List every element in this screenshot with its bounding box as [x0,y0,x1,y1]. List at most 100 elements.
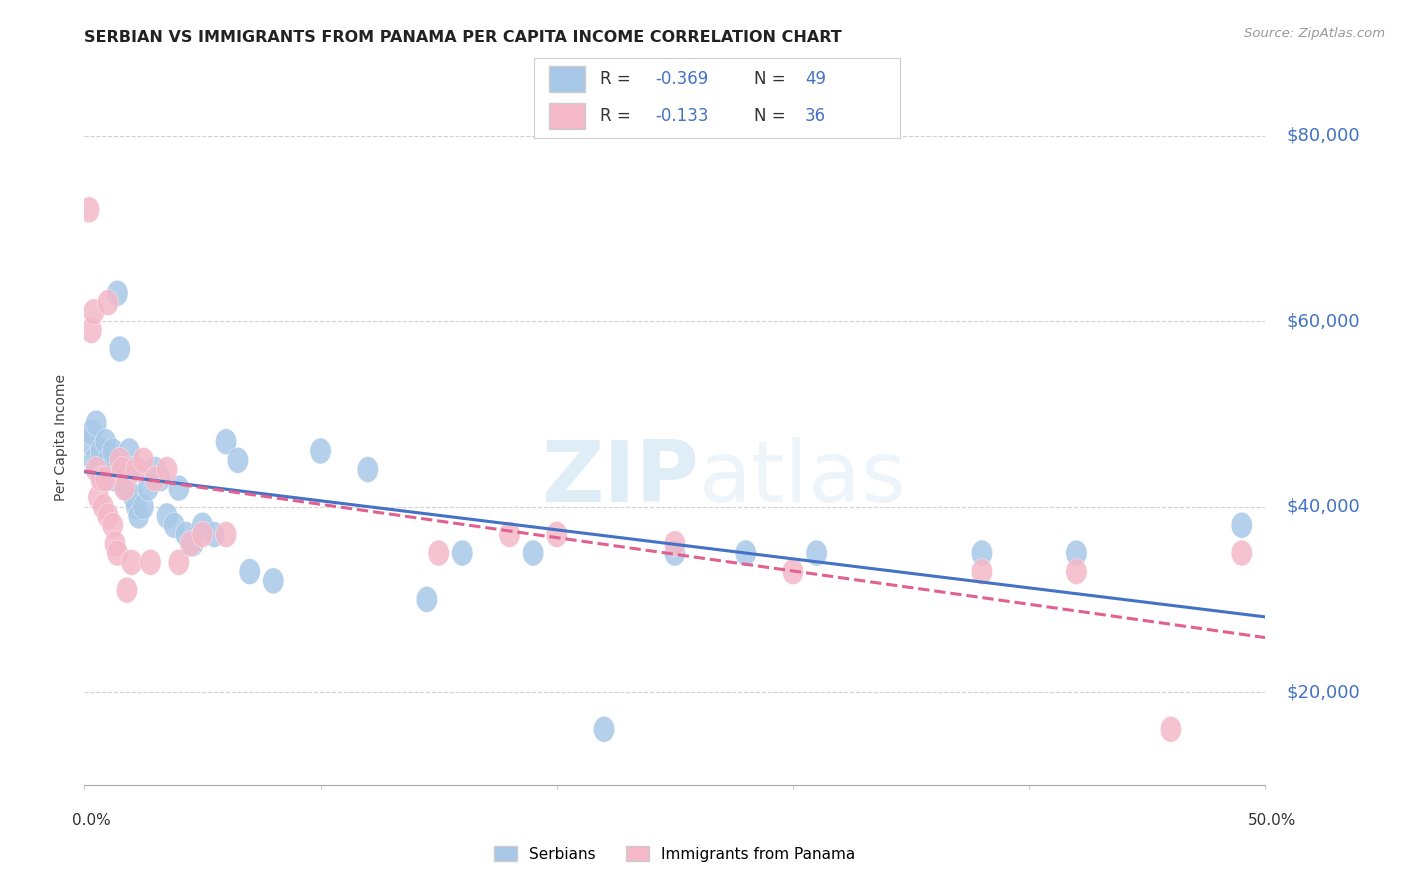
Ellipse shape [169,475,190,501]
Ellipse shape [83,299,104,325]
Ellipse shape [546,522,568,548]
Ellipse shape [183,531,204,557]
Ellipse shape [176,522,197,548]
Ellipse shape [499,522,520,548]
Ellipse shape [132,493,155,520]
Ellipse shape [90,466,111,491]
Ellipse shape [204,522,225,548]
Ellipse shape [86,457,107,483]
Ellipse shape [107,540,128,566]
Ellipse shape [103,512,124,538]
Ellipse shape [156,457,177,483]
Ellipse shape [125,493,148,520]
Ellipse shape [1066,540,1087,566]
Text: $40,000: $40,000 [1286,498,1360,516]
Ellipse shape [309,438,332,464]
Text: N =: N = [754,107,790,125]
Ellipse shape [228,447,249,474]
Text: atlas: atlas [699,437,907,520]
Ellipse shape [117,475,138,501]
Ellipse shape [93,493,114,520]
Ellipse shape [125,457,148,483]
Ellipse shape [83,447,104,474]
Text: $60,000: $60,000 [1286,312,1360,330]
Ellipse shape [806,540,827,566]
Ellipse shape [163,512,184,538]
Ellipse shape [149,466,170,491]
Ellipse shape [782,558,804,584]
Ellipse shape [451,540,472,566]
Ellipse shape [427,540,450,566]
Ellipse shape [416,586,437,613]
Ellipse shape [121,457,142,483]
Ellipse shape [156,503,177,529]
Ellipse shape [145,457,166,483]
Ellipse shape [107,280,128,306]
Ellipse shape [86,410,107,436]
FancyBboxPatch shape [548,66,585,92]
Ellipse shape [735,540,756,566]
Text: Source: ZipAtlas.com: Source: ZipAtlas.com [1244,27,1385,40]
Text: R =: R = [600,70,636,87]
Ellipse shape [111,457,132,483]
Ellipse shape [1232,540,1253,566]
Ellipse shape [114,466,135,491]
Ellipse shape [523,540,544,566]
FancyBboxPatch shape [548,103,585,128]
Ellipse shape [191,522,214,548]
Ellipse shape [89,457,110,483]
Ellipse shape [96,466,117,491]
Ellipse shape [664,531,686,557]
Ellipse shape [118,438,139,464]
Ellipse shape [111,457,132,483]
Ellipse shape [90,438,111,464]
Ellipse shape [593,716,614,742]
Ellipse shape [132,447,155,474]
Text: -0.133: -0.133 [655,107,709,125]
Ellipse shape [117,577,138,603]
Ellipse shape [239,558,260,584]
Ellipse shape [79,197,100,223]
Ellipse shape [191,512,214,538]
Ellipse shape [89,484,110,510]
Text: $80,000: $80,000 [1286,127,1360,145]
Text: 36: 36 [804,107,825,125]
Ellipse shape [145,466,166,491]
Text: 49: 49 [804,70,825,87]
Ellipse shape [114,475,135,501]
Ellipse shape [103,438,124,464]
Ellipse shape [1066,558,1087,584]
Ellipse shape [357,457,378,483]
Text: N =: N = [754,70,790,87]
Ellipse shape [79,429,100,455]
Ellipse shape [104,466,125,491]
Ellipse shape [97,503,118,529]
Ellipse shape [972,540,993,566]
Ellipse shape [80,419,103,445]
Ellipse shape [169,549,190,575]
Ellipse shape [215,522,236,548]
Ellipse shape [97,290,118,316]
Ellipse shape [104,531,125,557]
Ellipse shape [972,558,993,584]
Text: $20,000: $20,000 [1286,683,1360,701]
Legend: Serbians, Immigrants from Panama: Serbians, Immigrants from Panama [488,839,862,868]
Ellipse shape [97,447,118,474]
Text: 50.0%: 50.0% [1249,814,1296,828]
Ellipse shape [93,466,114,491]
Y-axis label: Per Capita Income: Per Capita Income [55,374,69,500]
Ellipse shape [215,429,236,455]
Ellipse shape [139,549,162,575]
Ellipse shape [1232,512,1253,538]
Text: ZIP: ZIP [541,437,699,520]
Text: R =: R = [600,107,636,125]
Text: SERBIAN VS IMMIGRANTS FROM PANAMA PER CAPITA INCOME CORRELATION CHART: SERBIAN VS IMMIGRANTS FROM PANAMA PER CA… [84,29,842,45]
Ellipse shape [263,568,284,594]
Ellipse shape [128,503,149,529]
Ellipse shape [180,531,201,557]
Text: -0.369: -0.369 [655,70,709,87]
Ellipse shape [110,336,131,362]
Ellipse shape [121,549,142,575]
Ellipse shape [664,540,686,566]
Ellipse shape [96,429,117,455]
